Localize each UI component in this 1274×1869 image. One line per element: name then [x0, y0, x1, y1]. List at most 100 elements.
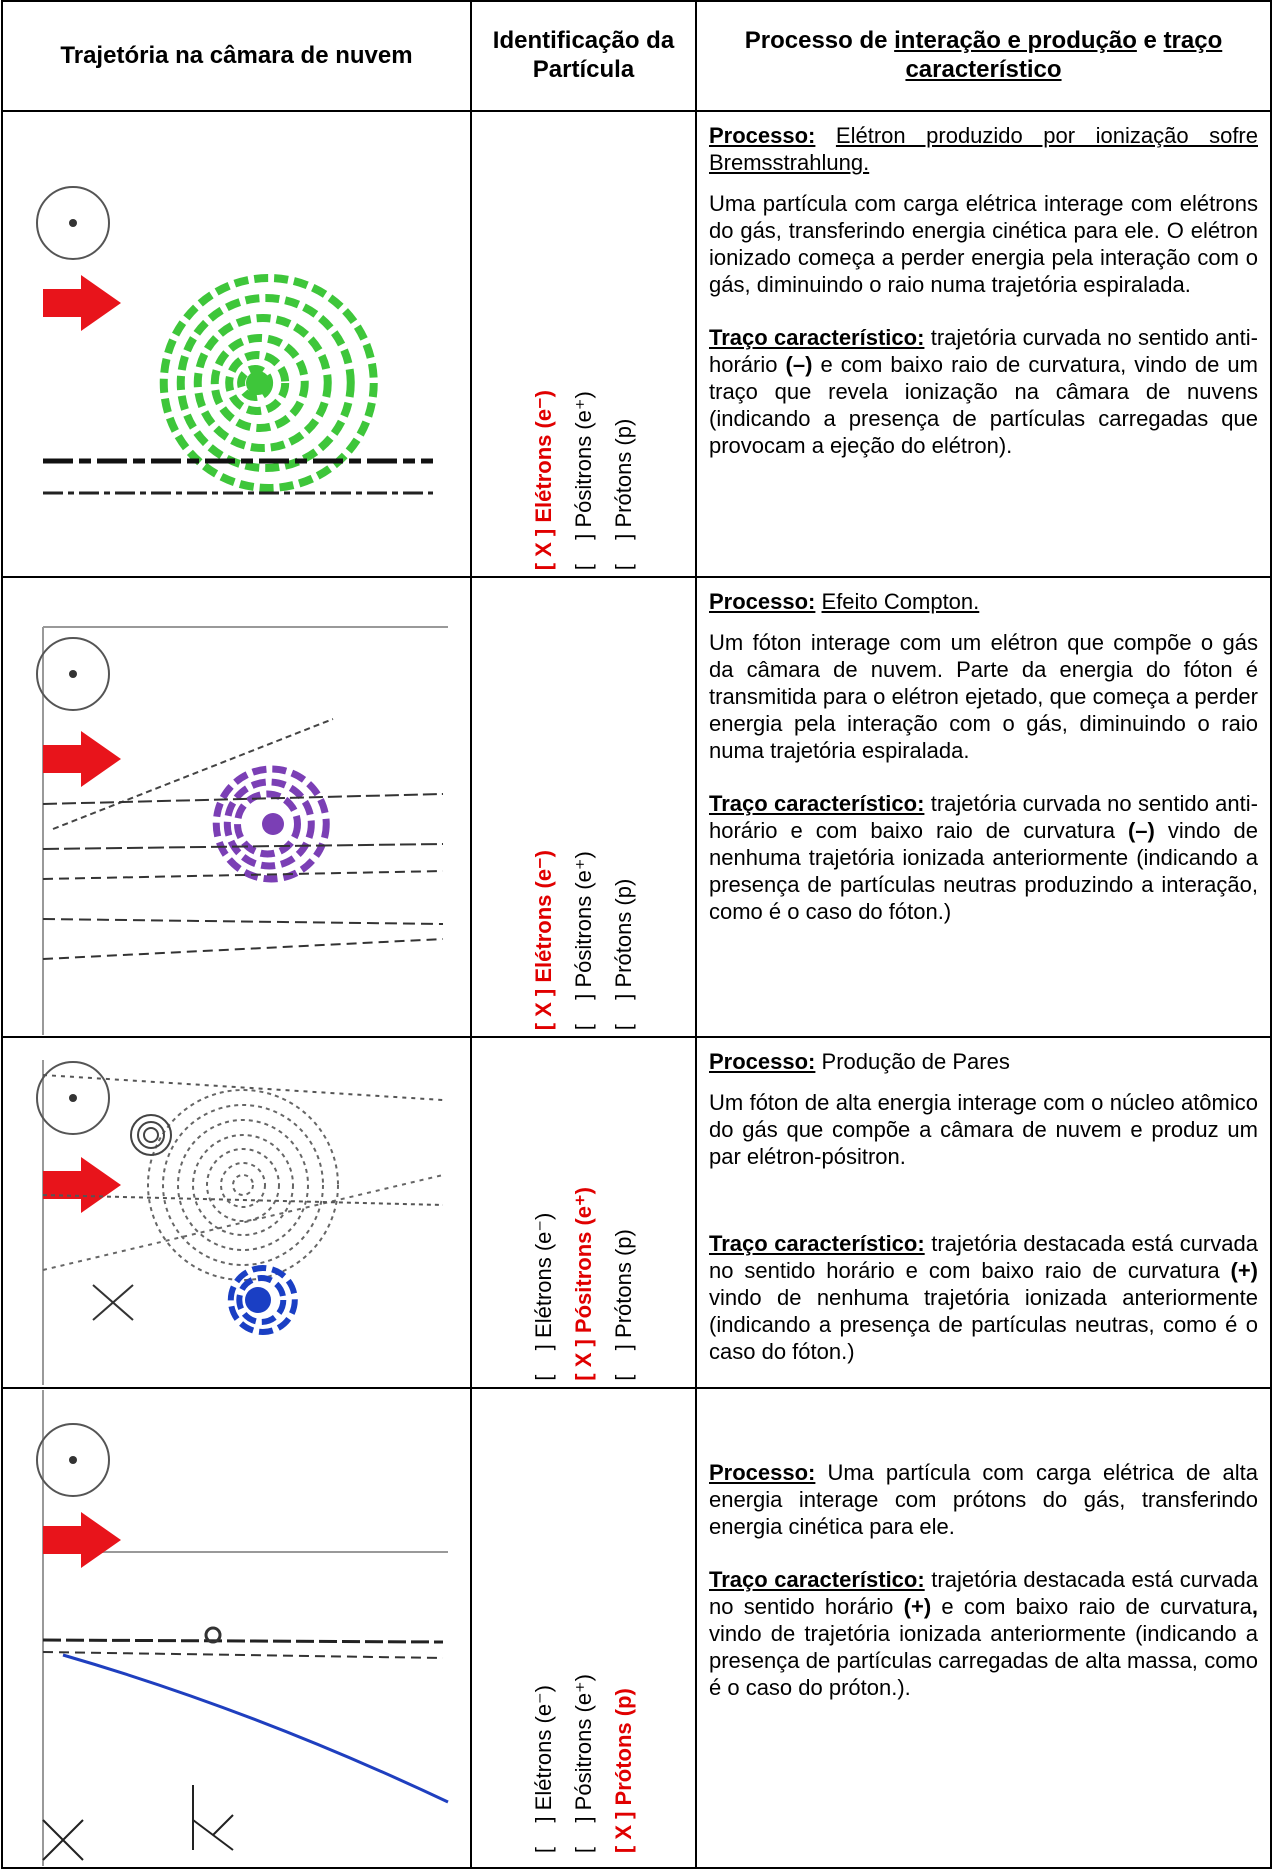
spiral-track: [177, 1119, 309, 1251]
spiral-core: [245, 1287, 271, 1313]
comma: ,: [1251, 1594, 1258, 1619]
header-text: interação e produção: [894, 27, 1137, 55]
header-row: Trajetória na câmara de nuvem Identifica…: [1, 0, 1272, 112]
spiral-track: [220, 1162, 266, 1208]
options: [ X ] Elétrons (e⁻) [ ] Pósitrons (e⁺) [ ]…: [472, 850, 695, 1036]
spiral-track: [236, 1275, 287, 1325]
text-cell: Processo: Elétron produzido por ionizaçã…: [695, 110, 1272, 578]
track: [52, 718, 334, 830]
track-image: [36, 626, 448, 1035]
label: Processo:: [709, 589, 816, 614]
track: [42, 1651, 444, 1659]
spiral-track: [234, 790, 301, 858]
process-text: Uma partícula com carga elétrica de alta…: [709, 1460, 1258, 1539]
trace: Traço característico: trajetória curvada…: [709, 324, 1258, 459]
process: Processo: Elétron produzido por ionizaçã…: [709, 122, 1258, 176]
text-cell: Processo: Efeito Compton. Um fóton inter…: [695, 576, 1272, 1038]
option: [ ] Elétrons (e⁻): [530, 1684, 556, 1853]
header-text: traço característico: [905, 27, 1223, 83]
track-image: [36, 1060, 444, 1385]
track-image: [36, 186, 433, 495]
spiral-track: [162, 1104, 324, 1266]
row: [ ] Elétrons (e⁻) [ ] Pósitrons (e⁺) [ X ]…: [1, 1387, 1272, 1869]
label: Traço característico:: [709, 1567, 925, 1592]
spiral-core: [246, 371, 270, 395]
field-dot: [69, 219, 77, 227]
track: [42, 1074, 444, 1101]
spiral-core: [262, 813, 284, 835]
header-text: Processo de: [744, 27, 895, 55]
track: [92, 1284, 134, 1321]
header-text: e: [1136, 27, 1164, 55]
id-cell: [ ] Elétrons (e⁻) [ X ] Pósitrons (e⁺) [ ]…: [470, 1036, 697, 1389]
option: [ ] Pósitrons (e⁺): [570, 1673, 596, 1853]
spiral-track: [147, 1089, 339, 1281]
header-cell: Identificação da Partícula: [470, 0, 697, 112]
field-symbol: [36, 186, 110, 260]
track: [42, 1194, 444, 1206]
options: [ X ] Elétrons (e⁻) [ ] Pósitrons (e⁺) [ ]…: [472, 390, 695, 576]
track-image: [36, 1390, 449, 1866]
spiral-track: [223, 778, 315, 870]
spiral-track: [206, 1148, 280, 1222]
row: [ ] Elétrons (e⁻) [ X ] Pósitrons (e⁺) [ ]…: [1, 1036, 1272, 1389]
row: [ X ] Elétrons (e⁻) [ ] Pósitrons (e⁺) [ ]…: [1, 110, 1272, 578]
arrow: [43, 731, 121, 787]
trace: Traço característico: trajetória curvada…: [709, 790, 1258, 925]
field-symbol: [36, 637, 110, 711]
option: [ X ] Elétrons (e⁻): [530, 849, 556, 1030]
label: Processo:: [709, 1049, 816, 1074]
field-symbol: [36, 1423, 110, 1497]
text-cell: Processo: Uma partícula com carga elétri…: [695, 1387, 1272, 1869]
spiral-track: [192, 1134, 294, 1236]
header-cell: Processo de interação e produção e traço…: [695, 0, 1272, 112]
trace: Traço característico: trajetória destaca…: [709, 1230, 1258, 1365]
process: Processo: Produção de Pares: [709, 1048, 1258, 1075]
trace-text: vindo de trajetória ionizada anteriormen…: [709, 1621, 1258, 1700]
image-cell: [1, 110, 472, 578]
proton-track: [62, 1653, 449, 1804]
sign: (–): [1127, 818, 1155, 843]
spiral-track: [159, 274, 378, 492]
spiral-track: [232, 1174, 254, 1196]
process-text: Produção de Pares: [821, 1049, 1010, 1074]
track: [42, 1638, 444, 1644]
option: [ X ] Elétrons (e⁻): [530, 389, 556, 570]
process-text: Efeito Compton.: [821, 589, 980, 614]
label: Traço característico:: [709, 325, 925, 350]
id-cell: [ X ] Elétrons (e⁻) [ ] Pósitrons (e⁺) [ ]…: [470, 576, 697, 1038]
process: Processo: Efeito Compton.: [709, 588, 1258, 615]
options: [ ] Elétrons (e⁻) [ ] Pósitrons (e⁺) [ X ]…: [472, 1674, 695, 1867]
spiral-track: [193, 314, 332, 452]
track: [42, 1174, 444, 1271]
label: Processo:: [709, 1460, 816, 1485]
trace-text: vindo de nenhuma trajetória ionizada ant…: [709, 1285, 1258, 1364]
option: [ ] Prótons (p): [610, 418, 636, 570]
process: Processo: Uma partícula com carga elétri…: [709, 1459, 1258, 1540]
trace-text: vindo de nenhuma trajetória ionizada ant…: [709, 818, 1258, 924]
field-dot: [69, 1094, 77, 1102]
sign: (+): [903, 1594, 932, 1619]
spiral-track: [176, 294, 355, 472]
process-text: Elétron produzido por ionização sofre Br…: [709, 123, 1258, 175]
spiral-track: [137, 1121, 165, 1149]
label: Traço característico:: [709, 791, 925, 816]
spiral-track: [130, 1114, 172, 1156]
field-symbol: [36, 1061, 110, 1135]
spiral-track: [204, 1626, 222, 1644]
description: Uma partícula com carga elétrica interag…: [709, 191, 1258, 297]
trace-text: trajetória curvada no sentido anti-horár…: [709, 325, 1258, 377]
option: [ ] Pósitrons (e⁺): [570, 390, 596, 570]
description: Um fóton de alta energia interage com o …: [709, 1090, 1258, 1169]
track: [42, 870, 444, 880]
label: Traço característico:: [709, 1231, 925, 1256]
option: [ X ] Pósitrons (e⁺): [570, 1187, 596, 1381]
option: [ ] Prótons (p): [610, 1229, 636, 1381]
header-cell: Trajetória na câmara de nuvem: [1, 0, 472, 112]
track: [42, 843, 444, 850]
header-text: Trajetória na câmara de nuvem: [60, 41, 413, 69]
trace-text: trajetória destacada está curvada no sen…: [709, 1231, 1258, 1283]
